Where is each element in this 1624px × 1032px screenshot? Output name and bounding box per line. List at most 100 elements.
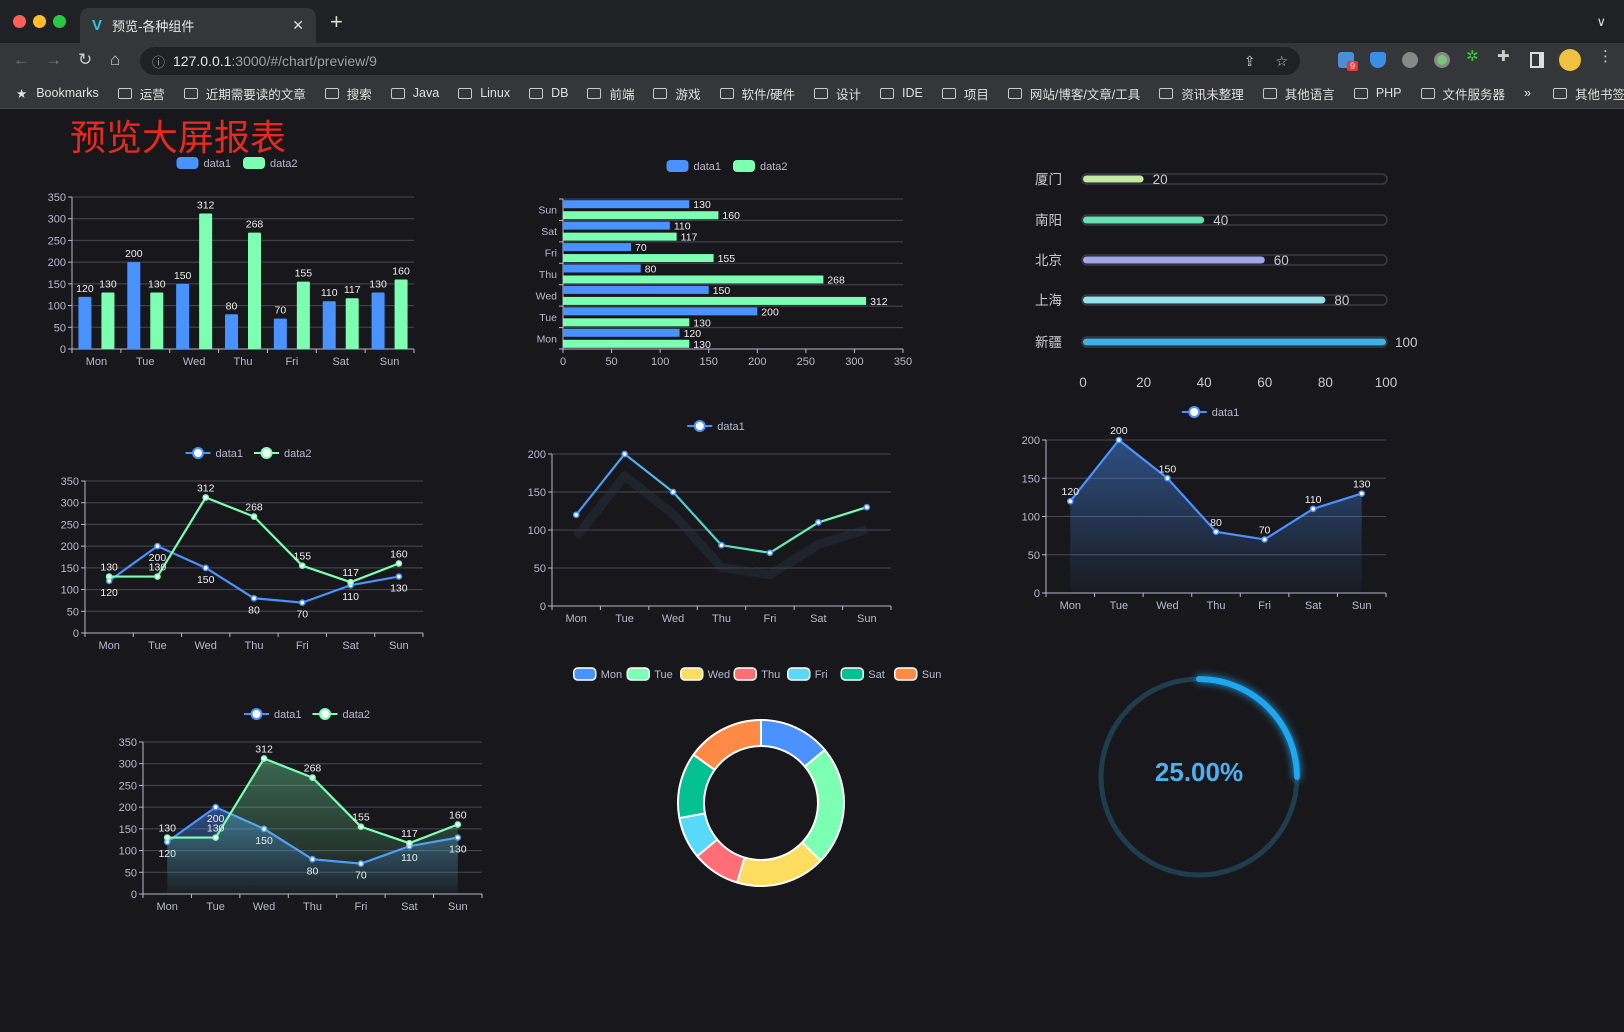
data-point xyxy=(105,573,113,580)
x-tick-label: Tue xyxy=(148,640,167,652)
bookmark-folder[interactable]: 文件服务器 xyxy=(1420,84,1505,103)
avatar[interactable] xyxy=(1559,49,1581,71)
legend-item-data1[interactable]: data1 xyxy=(1181,406,1240,419)
legend-item-data2[interactable]: data2 xyxy=(254,447,312,460)
bar-data1 xyxy=(371,292,385,349)
home-button[interactable]: ⌂ xyxy=(110,50,121,69)
legend-item-Wed[interactable]: Wed xyxy=(680,667,730,681)
bookmarks-star-item[interactable]: ★ Bookmarks xyxy=(16,86,99,101)
category-label: 上海 xyxy=(1035,293,1062,308)
data-point xyxy=(298,599,306,606)
bookmark-folder[interactable]: 网站/博客/文章/工具 xyxy=(1007,84,1140,103)
bookmark-label: Bookmarks xyxy=(36,86,99,100)
bookmark-folder[interactable]: IDE xyxy=(880,86,923,100)
bookmarks-overflow-button[interactable]: » xyxy=(1524,86,1531,100)
maximize-window-button[interactable] xyxy=(53,15,66,28)
legend-item-Fri[interactable]: Fri xyxy=(787,667,828,681)
legend: data1 xyxy=(687,420,745,433)
bar-data1 xyxy=(563,307,758,316)
x-tick-label: 50 xyxy=(605,356,617,368)
legend-item-data1[interactable]: data1 xyxy=(687,420,745,433)
legend-item-Sat[interactable]: Sat xyxy=(840,667,885,681)
y-tick-label: 100 xyxy=(1022,512,1040,524)
x-tick-label: Sun xyxy=(448,901,468,913)
legend-item-data1[interactable]: data1 xyxy=(666,160,722,173)
legend-item-data1[interactable]: data1 xyxy=(185,447,244,460)
other-bookmarks-folder[interactable]: 其他书签 xyxy=(1552,84,1624,103)
extension-icon[interactable] xyxy=(1434,52,1450,68)
minimize-window-button[interactable] xyxy=(33,15,46,28)
legend-label: data1 xyxy=(1212,407,1240,419)
data-label: 130 xyxy=(158,823,176,835)
url-host: 127.0.0.1 xyxy=(173,53,232,69)
bookmark-folder[interactable]: 搜索 xyxy=(324,84,372,103)
legend-item-Tue[interactable]: Tue xyxy=(626,667,673,681)
folder-icon xyxy=(529,87,544,99)
bookmark-folder[interactable]: DB xyxy=(529,86,568,100)
legend-item-data1[interactable]: data1 xyxy=(176,157,232,170)
bookmark-folder[interactable]: 设计 xyxy=(813,84,861,103)
legend-label: data2 xyxy=(343,709,371,721)
close-tab-icon[interactable]: ✕ xyxy=(292,17,304,33)
close-window-button[interactable] xyxy=(13,15,26,28)
data-label: 117 xyxy=(342,567,359,579)
bookmark-label: 设计 xyxy=(835,87,861,102)
legend-marker-icon xyxy=(693,420,706,432)
bookmark-folder[interactable]: 游戏 xyxy=(653,84,701,103)
address-bar[interactable]: ⓘ 127.0.0.1:3000/#/chart/preview/9 ⇪ ☆ xyxy=(140,47,1300,75)
bookmark-folder[interactable]: 前端 xyxy=(587,84,634,103)
address-toolbar: ← → ↻ ⌂ ⓘ 127.0.0.1:3000/#/chart/preview… xyxy=(0,43,1624,78)
x-tick-label: Sat xyxy=(401,901,418,913)
y-tick-label: 0 xyxy=(540,601,546,613)
x-tick-label: Sat xyxy=(342,640,359,652)
bookmark-folder[interactable]: 其他语言 xyxy=(1262,84,1335,103)
bookmark-folder[interactable]: 项目 xyxy=(941,84,989,103)
bookmark-folder[interactable]: 近期需要读的文章 xyxy=(183,84,306,103)
legend-swatch-icon xyxy=(894,667,918,681)
legend-item-Thu[interactable]: Thu xyxy=(733,667,780,681)
menu-kebab-icon[interactable]: ⋮ xyxy=(1598,48,1613,65)
legend-item-data2[interactable]: data2 xyxy=(243,157,298,170)
bookmark-folder[interactable]: 软件/硬件 xyxy=(719,84,795,103)
data-label: 130 xyxy=(100,562,118,574)
bookmark-folder[interactable]: Java xyxy=(390,86,439,100)
legend-swatch-icon xyxy=(666,160,689,172)
side-panel-icon[interactable] xyxy=(1530,52,1544,68)
bookmark-folder[interactable]: 资讯未整理 xyxy=(1159,84,1244,103)
legend-item-data1[interactable]: data1 xyxy=(244,708,302,721)
back-button[interactable]: ← xyxy=(13,50,30,69)
extension-icon[interactable] xyxy=(1402,52,1418,68)
data-label: 150 xyxy=(713,285,731,297)
category-label: 北京 xyxy=(1035,253,1062,268)
puzzle-extensions-icon[interactable]: ✚ xyxy=(1497,48,1510,65)
bookmark-star-icon[interactable]: ☆ xyxy=(1275,52,1288,69)
x-tick-label: Thu xyxy=(234,356,253,368)
star-extension-icon[interactable]: ✲ xyxy=(1466,48,1479,65)
site-info-icon[interactable]: ⓘ xyxy=(152,54,166,70)
data-label: 117 xyxy=(344,284,361,296)
y-tick-label: 350 xyxy=(48,192,66,204)
bookmark-folder[interactable]: PHP xyxy=(1353,86,1402,100)
legend-label: data1 xyxy=(204,158,232,170)
legend-item-data2[interactable]: data2 xyxy=(312,708,371,721)
forward-button[interactable]: → xyxy=(45,50,62,69)
legend-swatch-icon xyxy=(680,667,704,681)
new-tab-button[interactable]: + xyxy=(330,9,343,34)
browser-tab[interactable]: V 预览-各种组件 ✕ xyxy=(80,8,316,43)
gem-extension-icon[interactable] xyxy=(1370,52,1386,68)
reload-button[interactable]: ↻ xyxy=(78,50,93,69)
data-label: 200 xyxy=(207,813,225,825)
folder-icon xyxy=(324,87,339,99)
share-icon[interactable]: ⇪ xyxy=(1243,52,1256,69)
legend-item-Sun[interactable]: Sun xyxy=(894,667,942,681)
legend-item-data2[interactable]: data2 xyxy=(733,160,788,173)
legend-label: Wed xyxy=(708,669,730,681)
bookmark-folder[interactable]: Linux xyxy=(458,86,510,100)
legend-item-Mon[interactable]: Mon xyxy=(573,667,622,681)
y-tick-label: 0 xyxy=(131,889,137,901)
bookmark-folder[interactable]: 运营 xyxy=(117,84,165,103)
bar-data1 xyxy=(563,264,641,273)
legend-marker-icon xyxy=(192,447,204,459)
bar-data1 xyxy=(563,243,631,252)
tab-search-chevron-icon[interactable]: ∨ xyxy=(1596,14,1606,29)
